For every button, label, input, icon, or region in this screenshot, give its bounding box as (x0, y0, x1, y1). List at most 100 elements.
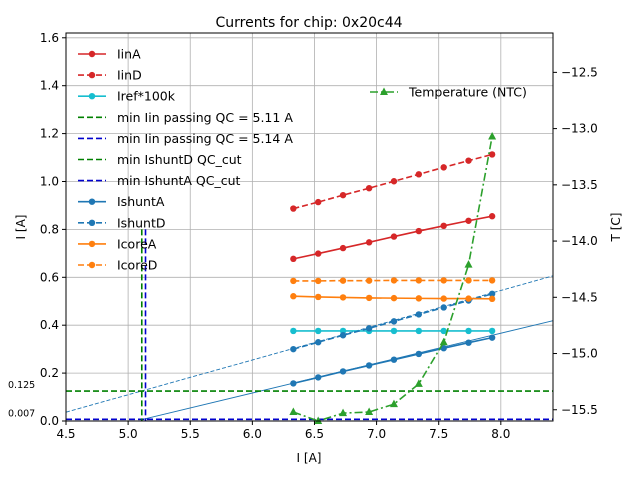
y-tick-label-5: 1.0 (40, 174, 59, 188)
y-axis-ticks: 0.0 0.2 0.4 0.6 0.8 1.0 1.2 1.4 1.6 (40, 31, 66, 428)
legend-marker-chart_data-legend_left-7 (88, 198, 96, 205)
series-7-point-0 (289, 407, 298, 416)
legend-marker-chart_data-legend_left-9 (88, 240, 96, 248)
series-2-point-6 (440, 327, 447, 335)
series-6-point-6 (440, 277, 447, 284)
series-5-point-0 (290, 293, 297, 300)
series-1-point-5 (415, 171, 423, 178)
series-2-point-7 (465, 327, 472, 335)
y-tick-label-6: 1.2 (40, 127, 59, 141)
y-axis-label: I [A] (14, 215, 28, 240)
series-6-point-1 (314, 277, 322, 285)
series-0-point-1 (314, 250, 322, 257)
y2-tick-label-4: −13.5 (561, 178, 598, 192)
y2-tick-label-3: −14.0 (561, 234, 598, 248)
x-tick-label-0: 4.5 (56, 427, 75, 441)
series-0-point-7 (465, 217, 472, 224)
x-tick-label-7: 8.0 (491, 427, 510, 441)
series-6-point-4 (390, 277, 398, 284)
series-3-point-7 (465, 339, 472, 346)
x-tick-label-2: 5.5 (181, 427, 200, 441)
series-6-point-8 (488, 277, 496, 284)
legend-marker-chart_data-legend_left-0 (88, 50, 96, 58)
y-tick-label-7: 1.4 (40, 79, 59, 93)
legend-label-chart_data-legend_left-5: min IshuntD QC_cut (117, 152, 242, 167)
series-4-point-3 (365, 325, 373, 332)
legend-label-chart_data-legend_left-0: IinA (117, 47, 141, 62)
series-4-point-2 (339, 332, 347, 339)
reference-lines: 0.125 0.007 (8, 229, 553, 421)
series-5-point-2 (339, 294, 347, 301)
legend-marker-chart_data-legend_left-1 (88, 71, 96, 79)
series-2-point-1 (314, 327, 322, 335)
x-tick-label-4: 6.5 (305, 427, 324, 441)
grid (65, 33, 553, 422)
series-7-point-8 (488, 131, 497, 140)
y-tick-label-2: 0.4 (40, 318, 59, 332)
series-1-point-1 (314, 198, 322, 206)
series-5-point-5 (415, 295, 423, 302)
series-1-point-6 (440, 164, 447, 171)
hline-label-0: 0.125 (8, 380, 35, 391)
series-7-point-6 (439, 337, 448, 346)
series-4-point-5 (415, 311, 423, 318)
legend-marker-chart_data-legend_left-8 (88, 219, 96, 226)
series-5-point-7 (465, 295, 472, 302)
y2-tick-label-5: −13.0 (561, 122, 598, 136)
series-7-point-4 (389, 399, 398, 408)
series-0-point-3 (365, 239, 373, 246)
y2-tick-label-2: −14.5 (561, 290, 598, 304)
legend-label-chart_data-legend_right-0: Temperature (NTC) (408, 85, 527, 100)
legend-label-chart_data-legend_left-8: IshuntD (117, 215, 166, 230)
y2-axis-label: T [C] (609, 213, 623, 243)
y-tick-label-8: 1.6 (40, 31, 59, 45)
legend-marker-chart_data-legend_left-2 (88, 93, 96, 100)
series-4-point-0 (290, 345, 297, 353)
series-6-point-2 (339, 277, 347, 284)
series-7-point-2 (339, 408, 348, 417)
series-3-point-2 (339, 368, 347, 375)
series-5-point-8 (488, 295, 496, 303)
series-3-point-3 (365, 362, 373, 369)
series-3-point-1 (314, 374, 322, 381)
series-5-point-3 (365, 294, 373, 302)
series-3-point-8 (488, 334, 496, 341)
legend-label-chart_data-legend_left-2: Iref*100k (117, 89, 176, 104)
x-tick-label-5: 7.0 (367, 427, 386, 441)
series-5-point-6 (440, 295, 447, 302)
legend-right: Temperature (NTC) (370, 85, 527, 100)
chart-title: Currents for chip: 0x20c44 (215, 15, 402, 31)
legend-label-chart_data-legend_left-9: IcoreA (117, 236, 157, 251)
x-tick-label-1: 5.0 (119, 427, 138, 441)
series-0-point-2 (339, 244, 347, 252)
series-1-point-2 (339, 191, 347, 199)
series-group (289, 131, 497, 424)
y2-tick-label-1: −15.0 (561, 347, 598, 361)
series-line-7 (293, 136, 493, 422)
series-0-point-5 (415, 227, 423, 235)
legend-marker-chart_data-legend_left-10 (88, 261, 96, 269)
y2-tick-label-0: −15.5 (561, 403, 598, 417)
series-4-point-4 (390, 318, 398, 325)
legend-label-chart_data-legend_left-1: IinD (117, 68, 142, 83)
series-3-point-6 (440, 344, 447, 352)
series-7-point-3 (365, 407, 374, 416)
legend-label-chart_data-legend_left-10: IcoreD (117, 258, 157, 273)
series-4-point-6 (440, 304, 447, 311)
y-tick-label-0: 0.0 (40, 414, 59, 428)
series-3-point-5 (415, 350, 423, 358)
y2-tick-label-6: −12.5 (561, 65, 598, 79)
series-5-point-1 (314, 293, 322, 301)
legend-label-chart_data-legend_left-6: min IshuntA QC_cut (117, 173, 241, 188)
legend-left: IinA IinD Iref*100k min Iin passing QC = 5.… (78, 47, 293, 273)
x-axis-ticks: 4.5 5.0 5.5 6.0 6.5 7.0 7.5 8.0 (56, 421, 510, 441)
series-0-point-6 (440, 222, 447, 230)
series-7-point-7 (464, 260, 473, 268)
y-tick-label-1: 0.2 (40, 366, 59, 380)
y2-axis-ticks: −15.5 −15.0 −14.5 −14.0 −13.5 −13.0 −12.5 (553, 65, 598, 417)
legend-label-chart_data-legend_left-4: min Iin passing QC = 5.14 A (117, 131, 293, 146)
series-2-point-5 (415, 327, 423, 335)
series-1-point-7 (465, 157, 472, 164)
